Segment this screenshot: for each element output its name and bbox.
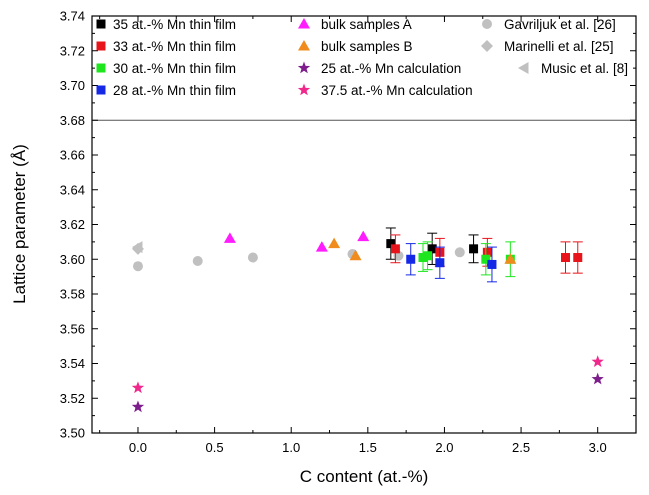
y-tick-label: 3.68: [60, 113, 85, 128]
data-point: [591, 355, 604, 368]
legend-item-35-at-mn-thin-film: 35 at.-% Mn thin film: [96, 17, 236, 32]
legend-item-37-5-at-mn-calculation: 37.5 at.-% Mn calculation: [297, 83, 473, 98]
y-axis: 3.50 3.52 3.54 3.56 3.58 3.60 3.62 3.64 3.66 3.68…: [60, 9, 636, 441]
data-point: [357, 230, 370, 242]
data-point: [427, 244, 437, 254]
data-point: [481, 254, 491, 264]
y-tick-label: 3.52: [60, 391, 85, 406]
data-point: [423, 251, 433, 261]
x-tick-label: 0.0: [129, 440, 147, 455]
y-tick-label: 3.72: [60, 43, 85, 58]
data-point: [482, 247, 492, 257]
legend-marker: [96, 41, 106, 51]
legend-marker: [297, 83, 311, 96]
data-marks: [131, 227, 604, 413]
data-point: [435, 258, 445, 268]
legend-item-gavriljuk-et-al-26: Gavriljuk et al. [26]: [482, 17, 616, 32]
x-tick-label: 2.5: [512, 440, 530, 455]
legend-marker: [298, 40, 310, 51]
x-tick-label: 1.5: [359, 440, 377, 455]
data-point: [223, 232, 236, 243]
legend-item-33-at-mn-thin-film: 33 at.-% Mn thin film: [96, 39, 236, 54]
x-tick-label: 1.0: [282, 440, 300, 455]
series-bulk-samples-a: [223, 230, 370, 252]
y-tick-label: 3.70: [60, 78, 85, 93]
series-28-at-mn-thin-film: [405, 243, 497, 283]
series-music-et-al-8: [131, 241, 143, 254]
y-tick-label: 3.66: [60, 148, 85, 163]
y-tick-label: 3.60: [60, 252, 85, 267]
data-point: [573, 253, 583, 263]
data-point: [386, 239, 396, 249]
series-35-at-mn-thin-film: [385, 227, 479, 265]
legend-marker: [96, 85, 106, 95]
series-bulk-samples-b: [328, 237, 517, 264]
legend-label: bulk samples B: [321, 39, 413, 54]
data-point: [192, 255, 203, 266]
x-axis-label: C content (at.-%): [300, 467, 429, 486]
y-axis-label: Lattice parameter (Å): [10, 144, 29, 304]
x-tick-label: 3.0: [589, 440, 607, 455]
y-tick-label: 3.58: [60, 287, 85, 302]
legend-label: 25 at.-% Mn calculation: [321, 61, 461, 76]
legend-item-bulk-samples-a: bulk samples A: [298, 17, 412, 32]
data-point: [131, 381, 145, 394]
legend-marker: [482, 19, 492, 29]
legend: 35 at.-% Mn thin film 33 at.-% Mn thin fi…: [96, 17, 628, 98]
x-tick-label: 0.5: [206, 440, 224, 455]
y-tick-label: 3.64: [60, 182, 85, 197]
data-point: [504, 253, 517, 264]
y-tick-label: 3.62: [60, 217, 85, 232]
legend-item-marinelli-et-al-25: Marinelli et al. [25]: [481, 39, 614, 54]
y-tick-label: 3.74: [60, 9, 85, 24]
data-point: [454, 247, 465, 258]
y-tick-label: 3.56: [60, 321, 85, 336]
legend-marker: [298, 18, 310, 29]
legend-label: Music et al. [8]: [541, 61, 628, 76]
data-point: [132, 261, 143, 272]
data-point: [315, 241, 328, 252]
legend-marker: [297, 61, 311, 74]
legend-label: 30 at.-% Mn thin film: [113, 61, 236, 76]
series-37-5-at-mn-calculation: [131, 355, 604, 394]
legend-label: Marinelli et al. [25]: [504, 39, 614, 54]
legend-marker: [96, 63, 106, 73]
legend-marker: [481, 40, 493, 52]
legend-item-bulk-samples-b: bulk samples B: [298, 39, 413, 54]
legend-item-28-at-mn-thin-film: 28 at.-% Mn thin film: [96, 83, 236, 98]
data-point: [561, 253, 571, 263]
data-point: [349, 249, 362, 261]
y-tick-label: 3.50: [60, 426, 85, 441]
legend-item-music-et-al-8: Music et al. [8]: [518, 61, 628, 76]
legend-marker: [96, 19, 106, 29]
data-point: [131, 241, 143, 254]
x-axis: 0.0 0.5 1.0 1.5 2.0 2.5 3.0: [99, 16, 637, 455]
legend-label: 28 at.-% Mn thin film: [113, 83, 236, 98]
data-point: [247, 252, 258, 263]
data-point: [390, 244, 400, 254]
x-tick-label: 2.0: [435, 440, 453, 455]
data-point: [591, 372, 604, 385]
data-point: [131, 400, 145, 413]
plot-area-frame: [91, 15, 637, 434]
legend-label: 33 at.-% Mn thin film: [113, 39, 236, 54]
data-point: [418, 253, 428, 263]
data-point: [487, 259, 497, 269]
legend-label: bulk samples A: [321, 17, 412, 32]
legend-label: 37.5 at.-% Mn calculation: [321, 83, 473, 98]
y-tick-label: 3.54: [60, 356, 85, 371]
data-point: [328, 237, 341, 249]
data-point: [469, 244, 479, 254]
legend-item-25-at-mn-calculation: 25 at.-% Mn calculation: [297, 61, 461, 76]
legend-label: 35 at.-% Mn thin film: [113, 17, 236, 32]
data-point: [406, 254, 416, 264]
series-25-at-mn-calculation: [131, 372, 604, 413]
legend-label: Gavriljuk et al. [26]: [504, 17, 616, 32]
legend-marker: [518, 62, 529, 74]
legend-item-30-at-mn-thin-film: 30 at.-% Mn thin film: [96, 61, 236, 76]
